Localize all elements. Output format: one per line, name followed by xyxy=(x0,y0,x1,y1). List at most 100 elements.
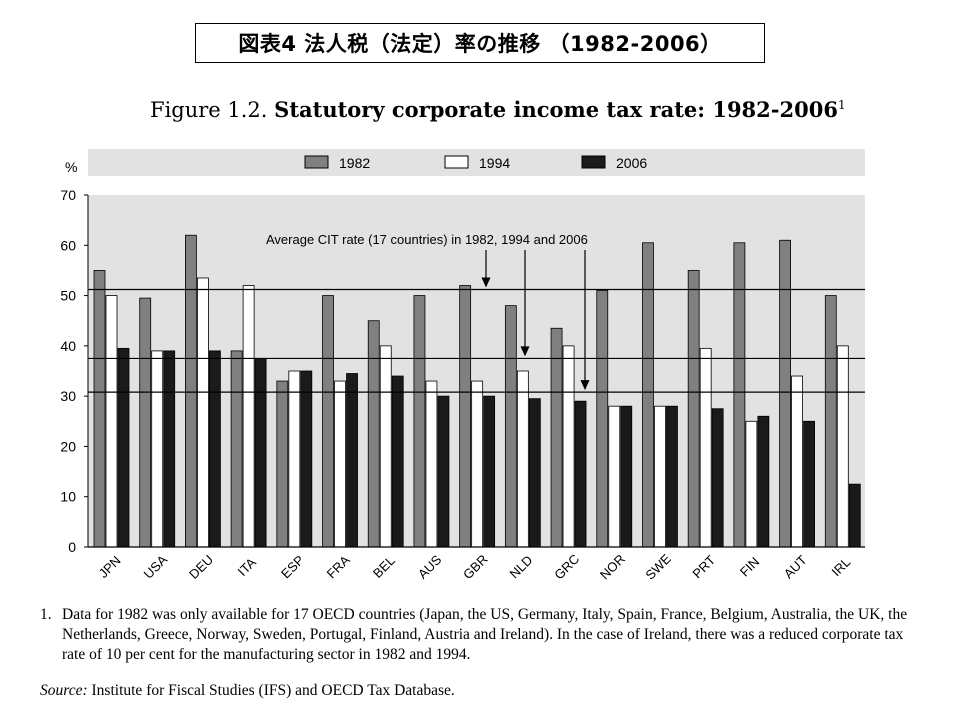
figure-title: Figure 1.2. Statutory corporate income t… xyxy=(150,97,846,122)
bar-AUS-1982 xyxy=(413,295,426,548)
bar-BEL-2006 xyxy=(391,375,404,548)
footnote: 1. Data for 1982 was only available for … xyxy=(40,605,930,665)
bar-ITA-1994 xyxy=(242,285,255,548)
legend-label-1982: 1982 xyxy=(339,155,370,171)
bar-GBR-1994 xyxy=(471,380,484,548)
bar-NLD-1982 xyxy=(504,305,517,548)
x-tick-label-GBR: GBR xyxy=(460,552,491,583)
bar-PRT-2006 xyxy=(711,408,724,548)
bar-IRL-1982 xyxy=(824,295,837,548)
bar-IRL-2006 xyxy=(848,483,861,548)
bar-FIN-1982 xyxy=(733,242,746,548)
bar-FIN-2006 xyxy=(757,415,770,548)
bar-PRT-1982 xyxy=(687,270,700,548)
annotation-arrowhead-1982 xyxy=(481,277,491,288)
x-tick-label-ITA: ITA xyxy=(235,554,259,578)
x-tick-label-AUS: AUS xyxy=(415,552,445,582)
bar-SWE-2006 xyxy=(666,405,678,548)
bar-GBR-1982 xyxy=(459,285,472,548)
y-axis-label: % xyxy=(65,159,77,175)
bar-AUT-1994 xyxy=(791,375,803,548)
legend-background xyxy=(88,149,865,176)
bar-AUT-1982 xyxy=(779,239,791,548)
bar-GBR-2006 xyxy=(483,395,496,548)
footnote-text: Data for 1982 was only available for 17 … xyxy=(62,606,908,663)
y-tick-label-40: 40 xyxy=(60,338,76,354)
x-tick-label-ESP: ESP xyxy=(278,552,307,581)
x-tick-label-AUT: AUT xyxy=(781,552,810,581)
bar-NLD-1994 xyxy=(516,370,529,548)
x-tick-label-GRC: GRC xyxy=(551,551,582,582)
annotation-arrowhead-2006 xyxy=(580,380,590,391)
legend-label-2006: 2006 xyxy=(616,155,647,171)
bar-FRA-2006 xyxy=(346,373,358,548)
x-tick-label-IRL: IRL xyxy=(829,554,854,579)
chart: 1982 1994 2006 Average CIT rate (17 countr… xyxy=(60,149,865,583)
bar-AUS-1994 xyxy=(425,380,438,548)
footnote-number: 1. xyxy=(40,606,52,623)
bar-NOR-2006 xyxy=(620,405,633,548)
source-label: Source: xyxy=(40,682,88,699)
bar-NLD-2006 xyxy=(528,398,541,548)
figure-label: Figure 1.2. xyxy=(150,98,268,122)
bar-AUT-2006 xyxy=(803,420,815,548)
annotation-arrowhead-1994 xyxy=(520,346,530,357)
bars xyxy=(93,234,861,548)
source-text: Institute for Fiscal Studies (IFS) and O… xyxy=(91,682,455,699)
bar-JPN-2006 xyxy=(117,347,130,548)
bar-JPN-1994 xyxy=(105,295,118,548)
x-tick-label-JPN: JPN xyxy=(96,553,124,581)
legend-swatch-1994 xyxy=(444,155,469,169)
y-tick-label-10: 10 xyxy=(60,489,76,505)
y-tick-label-30: 30 xyxy=(60,388,76,404)
bar-JPN-1982 xyxy=(93,270,106,548)
bar-IRL-1994 xyxy=(836,345,849,548)
x-tick-label-DEU: DEU xyxy=(186,552,216,582)
bar-DEU-1982 xyxy=(185,234,197,548)
bar-GRC-1994 xyxy=(562,345,575,548)
y-tick-label-50: 50 xyxy=(60,288,76,304)
bar-ITA-1982 xyxy=(230,350,243,548)
x-tick-label-USA: USA xyxy=(141,552,171,582)
bar-USA-2006 xyxy=(163,350,176,548)
figure-superscript: 1 xyxy=(837,98,846,112)
bar-BEL-1994 xyxy=(379,345,392,548)
x-tick-label-PRT: PRT xyxy=(689,552,718,581)
bar-SWE-1982 xyxy=(642,242,654,548)
bar-DEU-2006 xyxy=(209,350,221,548)
legend-label-1994: 1994 xyxy=(479,155,510,171)
bar-ITA-2006 xyxy=(254,358,267,548)
x-tick-label-NLD: NLD xyxy=(507,552,536,581)
x-tick-label-FIN: FIN xyxy=(737,554,762,579)
bar-NOR-1982 xyxy=(596,290,609,548)
bar-GRC-1982 xyxy=(550,327,563,548)
legend: 1982 1994 2006 xyxy=(88,149,865,176)
bar-NOR-1994 xyxy=(608,405,621,548)
bar-USA-1982 xyxy=(139,297,152,548)
annotation: Average CIT rate (17 countries) in 1982,… xyxy=(266,232,590,391)
figure-title-text: Statutory corporate income tax rate: 198… xyxy=(274,97,838,122)
x-tick-label-NOR: NOR xyxy=(597,551,628,582)
bar-ESP-2006 xyxy=(300,370,313,548)
bar-GRC-2006 xyxy=(574,400,587,548)
y-tick-label-20: 20 xyxy=(60,438,76,454)
bar-BEL-1982 xyxy=(367,320,380,548)
bar-FIN-1994 xyxy=(745,420,758,548)
x-tick-label-BEL: BEL xyxy=(370,553,398,581)
slide-title: 図表4 法人税（法定）率の推移 （1982-2006） xyxy=(195,23,765,63)
bar-DEU-1994 xyxy=(197,277,209,548)
y-tick-label-60: 60 xyxy=(60,237,76,253)
y-tick-label-0: 0 xyxy=(68,539,76,555)
bar-PRT-1994 xyxy=(699,347,712,548)
legend-swatch-2006 xyxy=(581,155,606,169)
x-tick-label-FRA: FRA xyxy=(324,552,353,581)
bar-ESP-1994 xyxy=(288,370,301,548)
legend-swatch-1982 xyxy=(304,155,329,169)
bar-FRA-1982 xyxy=(322,295,334,548)
bar-FRA-1994 xyxy=(334,380,346,548)
x-tick-label-SWE: SWE xyxy=(642,551,674,583)
bar-USA-1994 xyxy=(151,350,164,548)
bar-SWE-1994 xyxy=(654,405,666,548)
bar-AUS-2006 xyxy=(437,395,450,548)
bar-ESP-1982 xyxy=(276,380,289,548)
